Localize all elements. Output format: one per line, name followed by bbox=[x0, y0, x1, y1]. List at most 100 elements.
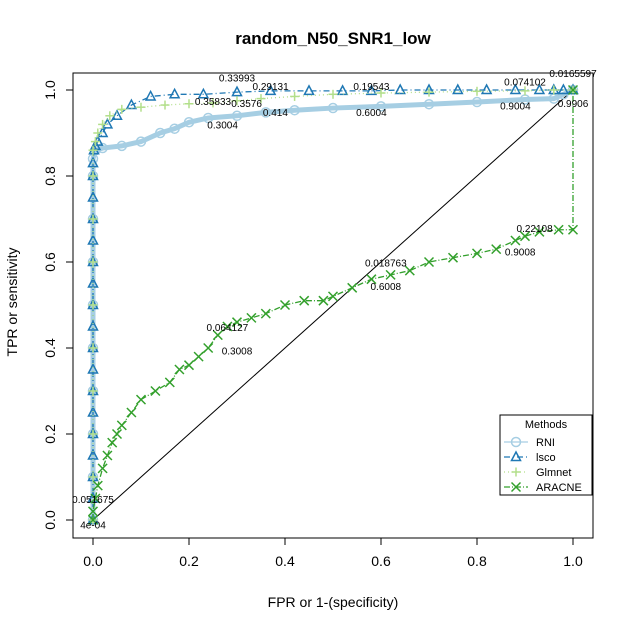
data-point bbox=[88, 429, 98, 439]
data-point bbox=[327, 102, 339, 114]
data-point bbox=[336, 84, 349, 96]
data-point bbox=[183, 360, 195, 371]
threshold-annotation: 0.3576 bbox=[231, 99, 262, 110]
legend-label: Glmnet bbox=[536, 467, 571, 479]
legend-entry: Glmnet bbox=[504, 467, 571, 479]
legend-entry: ARACNE bbox=[504, 481, 582, 494]
legend-box bbox=[499, 414, 593, 496]
x-axis-label: FPR or 1-(specificity) bbox=[268, 594, 399, 610]
data-point bbox=[347, 282, 358, 293]
data-point bbox=[264, 84, 277, 96]
data-point bbox=[87, 319, 99, 331]
data-point bbox=[222, 321, 233, 332]
data-point bbox=[231, 110, 243, 122]
data-point bbox=[136, 102, 146, 112]
data-point bbox=[90, 137, 100, 147]
y-axis-label: TPR or sensitivity bbox=[4, 248, 20, 357]
y-tick-label: 0.6 bbox=[42, 252, 58, 272]
data-point bbox=[144, 89, 157, 101]
y-tick-label: 0.4 bbox=[42, 338, 58, 358]
data-point bbox=[385, 269, 396, 280]
data-point bbox=[154, 127, 166, 139]
series-line bbox=[92, 90, 574, 520]
diagonal-line bbox=[92, 89, 574, 521]
data-point bbox=[256, 94, 266, 104]
data-point bbox=[520, 86, 530, 96]
data-point bbox=[260, 107, 272, 118]
series-glmnet bbox=[88, 85, 578, 525]
data-point bbox=[97, 463, 108, 474]
data-point bbox=[88, 343, 98, 353]
data-point bbox=[160, 100, 170, 110]
threshold-annotation: 0.9906 bbox=[558, 99, 589, 110]
data-point bbox=[471, 96, 483, 108]
y-tick-label: 1.0 bbox=[42, 80, 58, 100]
data-point bbox=[553, 224, 564, 235]
data-point bbox=[208, 98, 218, 108]
data-point bbox=[88, 257, 98, 267]
data-point bbox=[88, 145, 98, 155]
x-tick-label: 0.2 bbox=[179, 553, 199, 569]
legend-entry: lsco bbox=[504, 450, 556, 464]
data-point bbox=[97, 142, 108, 154]
x-tick-label: 0.6 bbox=[371, 553, 391, 569]
chart-title: random_N50_SNR1_low bbox=[235, 29, 431, 48]
x-tick-label: 0.4 bbox=[275, 553, 295, 569]
data-point bbox=[174, 364, 185, 375]
data-point bbox=[135, 136, 147, 147]
data-point bbox=[447, 252, 459, 263]
data-point bbox=[92, 480, 103, 491]
threshold-annotation: 0.9004 bbox=[500, 101, 531, 112]
data-point bbox=[549, 85, 559, 95]
data-point bbox=[111, 109, 123, 121]
axes: 0.0 0.2 0.4 0.6 0.8 1.0 0.0 0.2 0.4 0.6 0.8 1.0 bbox=[42, 80, 583, 569]
diagonal-reference-line bbox=[92, 89, 574, 521]
data-point bbox=[93, 128, 103, 138]
data-point bbox=[164, 377, 175, 388]
data-point bbox=[117, 104, 127, 114]
data-point bbox=[203, 342, 214, 354]
data-point bbox=[87, 506, 99, 517]
data-point bbox=[424, 87, 434, 97]
legend-marker bbox=[510, 450, 522, 462]
data-point bbox=[290, 91, 300, 101]
data-point bbox=[88, 214, 98, 224]
data-point bbox=[88, 386, 98, 396]
legend-marker bbox=[510, 436, 522, 448]
data-point bbox=[197, 87, 210, 99]
data-point bbox=[87, 362, 99, 374]
data-point bbox=[366, 274, 377, 285]
legend-marker bbox=[511, 467, 521, 477]
legend-title: Methods bbox=[525, 419, 568, 431]
x-tick-label: 0.8 bbox=[467, 553, 487, 569]
data-point bbox=[452, 83, 464, 95]
threshold-annotation: 0.9008 bbox=[505, 248, 536, 259]
data-point bbox=[87, 156, 99, 168]
legend-marker bbox=[510, 481, 522, 493]
data-point bbox=[394, 83, 406, 95]
data-point bbox=[519, 231, 531, 242]
data-point bbox=[480, 83, 493, 95]
data-point bbox=[111, 428, 123, 440]
data-point bbox=[169, 123, 180, 134]
threshold-annotation: 0.35833 bbox=[195, 97, 232, 108]
data-point bbox=[168, 87, 181, 99]
data-point bbox=[231, 317, 243, 328]
data-point bbox=[125, 98, 138, 110]
data-point bbox=[135, 394, 147, 405]
threshold-annotation: 4e-04 bbox=[80, 521, 106, 532]
data-point bbox=[491, 244, 502, 255]
data-point bbox=[90, 493, 101, 504]
data-point bbox=[289, 104, 300, 116]
data-point bbox=[510, 235, 521, 246]
data-point bbox=[88, 171, 98, 181]
threshold-annotation: 0.6008 bbox=[371, 282, 402, 293]
data-point bbox=[404, 265, 415, 276]
threshold-annotation: 0.6004 bbox=[356, 108, 387, 119]
series-aracne bbox=[87, 84, 579, 526]
data-point bbox=[150, 385, 161, 397]
data-point bbox=[533, 83, 546, 95]
data-point bbox=[87, 514, 99, 526]
threshold-annotation: 0.064127 bbox=[207, 323, 249, 334]
